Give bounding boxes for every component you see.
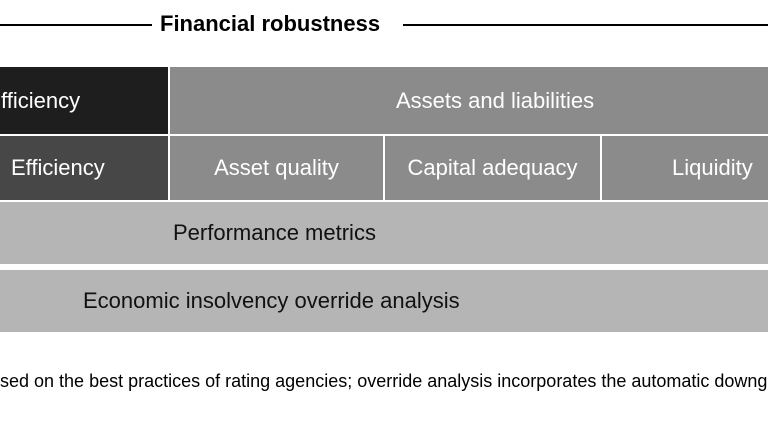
- footnote: sed on the best practices of rating agen…: [0, 371, 768, 391]
- bar-economic-insolvency-override-label: Economic insolvency override analysis: [83, 288, 460, 313]
- bar-performance-metrics-label: Performance metrics: [173, 220, 376, 245]
- box-efficiency-label: Efficiency: [11, 155, 105, 180]
- title-rule-right: [403, 24, 768, 26]
- box-capital-adequacy: Capital adequacy: [385, 136, 600, 200]
- box-assets-and-liabilities-label: Assets and liabilities: [396, 87, 595, 113]
- bar-economic-insolvency-override: Economic insolvency override analysis: [0, 270, 768, 332]
- box-assets-and-liabilities: Assets and liabilities: [170, 67, 768, 134]
- box-asset-quality: Asset quality: [170, 136, 383, 200]
- box-asset-quality-label: Asset quality: [214, 155, 339, 180]
- box-capital-adequacy-label: Capital adequacy: [407, 155, 578, 180]
- box-efficiency-top: fficiency: [0, 67, 168, 134]
- bar-performance-metrics: Performance metrics: [0, 202, 768, 264]
- box-liquidity: Liquidity: [602, 136, 768, 200]
- title-rule-left: [0, 24, 152, 26]
- box-efficiency: Efficiency: [0, 136, 168, 200]
- section-title: Financial robustness: [160, 11, 381, 36]
- box-liquidity-label: Liquidity: [672, 155, 753, 180]
- box-efficiency-top-label: fficiency: [1, 87, 81, 113]
